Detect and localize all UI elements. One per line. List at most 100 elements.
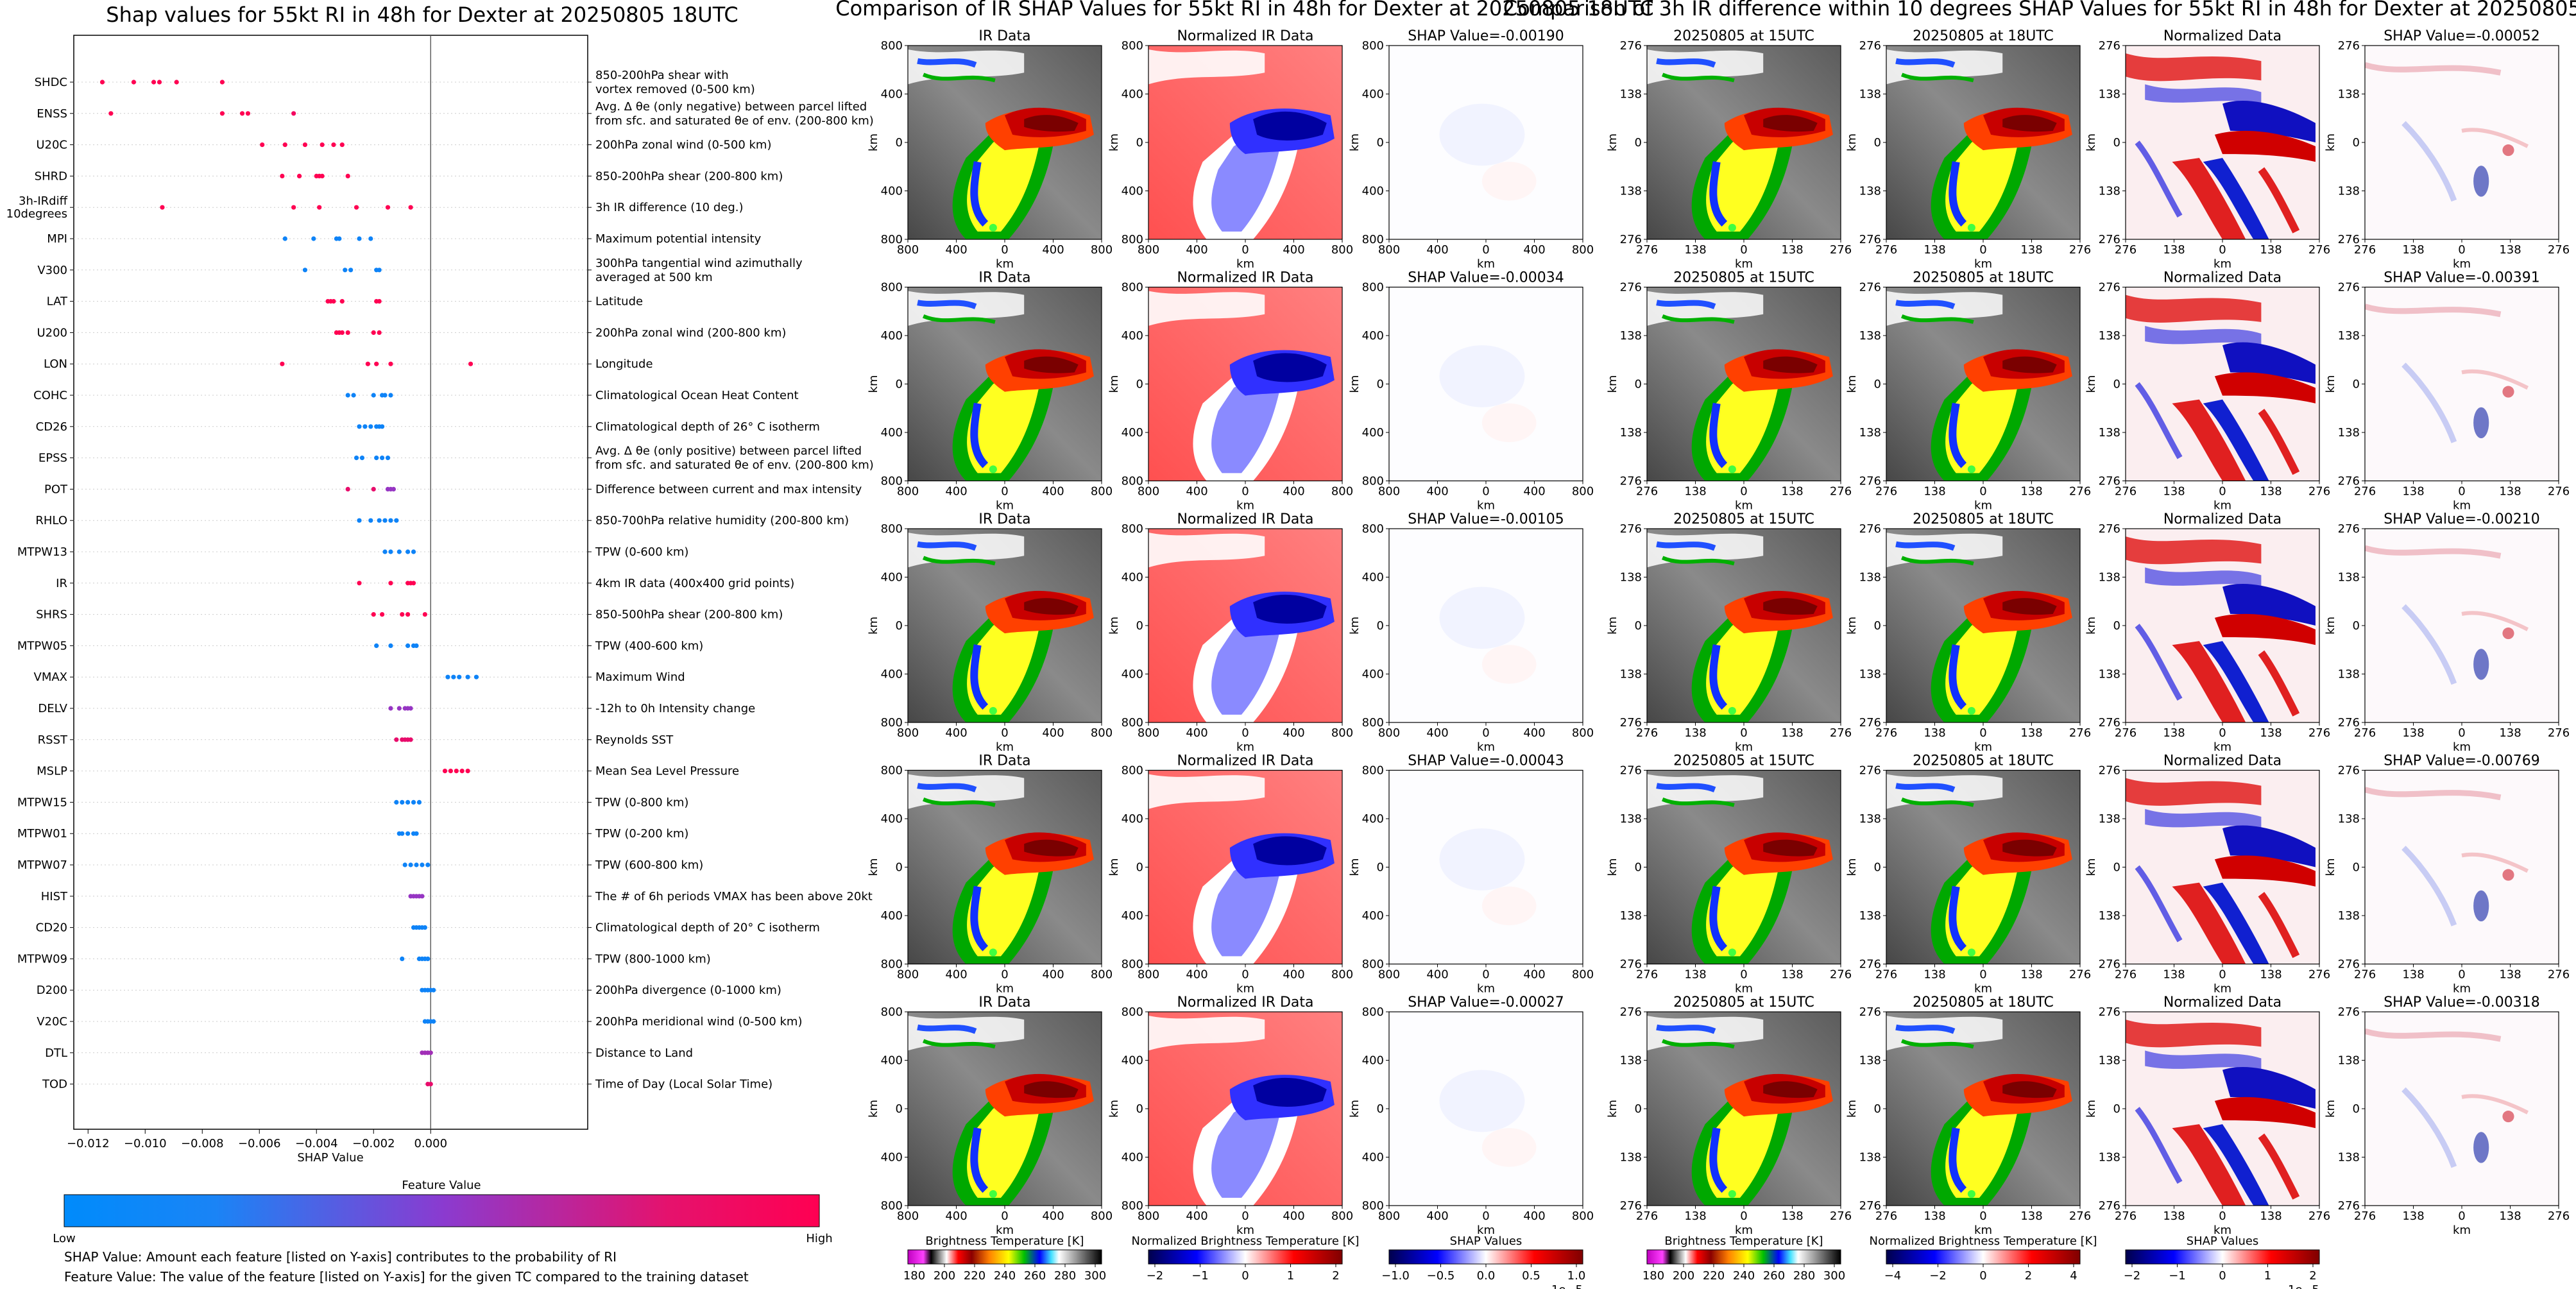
y-tick-label: 276 <box>2338 475 2360 488</box>
y-tick-label: 276 <box>2338 1199 2360 1213</box>
feature-name-label: LAT <box>47 295 68 309</box>
y-tick-label: 400 <box>1362 668 1384 681</box>
panel-title: IR Data <box>978 28 1030 44</box>
y-tick-label: 138 <box>1620 426 1642 440</box>
feature-description-label: 850-200hPa shear (200-800 km) <box>595 169 783 183</box>
feature-description-label: 200hPa zonal wind (200-800 km) <box>595 326 786 339</box>
y-tick-label: 138 <box>1620 571 1642 585</box>
shap-point <box>357 581 362 586</box>
feature-description-label: TPW (800-1000 km) <box>595 952 711 966</box>
shap-point <box>345 393 350 398</box>
x-tick-label: −0.008 <box>181 1137 224 1150</box>
y-axis-label: km <box>867 375 880 393</box>
colorbar-tick-label: 1.0 <box>1567 1269 1586 1283</box>
feature-name-label: MTPW01 <box>17 827 67 841</box>
shap-point <box>385 205 391 210</box>
colorbar-tick-label: 200 <box>934 1269 955 1283</box>
x-tick-label: 138 <box>2402 1209 2424 1223</box>
feature-description-label: Longitude <box>595 357 653 371</box>
x-tick-label: 276 <box>1830 726 1852 740</box>
shap-point <box>174 80 179 85</box>
x-tick-label: 0 <box>2458 726 2465 740</box>
panel-title: IR Data <box>978 270 1030 286</box>
y-tick-label: 276 <box>1859 233 1881 246</box>
y-tick-label: 138 <box>2099 909 2120 923</box>
x-axis-label: km <box>2453 257 2471 271</box>
y-tick-label: 138 <box>1859 571 1881 585</box>
x-tick-label: 276 <box>1875 726 1897 740</box>
shap-point <box>400 956 405 961</box>
feature-name-label: MPI <box>47 232 67 246</box>
y-tick-label: 276 <box>2338 1005 2360 1019</box>
shap-value-title: SHAP Value=-0.00391 <box>2384 270 2540 286</box>
y-tick-label: 800 <box>1122 281 1143 295</box>
x-tick-label: 276 <box>2069 243 2091 257</box>
x-tick-label: 0 <box>2219 485 2226 499</box>
y-tick-label: 0 <box>2113 861 2120 875</box>
y-tick-label: 400 <box>881 185 903 198</box>
x-tick-label: 800 <box>1572 485 1594 499</box>
x-tick-label: 400 <box>1283 726 1304 740</box>
y-tick-label: 276 <box>2099 233 2120 246</box>
y-axis-label: km <box>2085 858 2098 876</box>
y-tick-label: 800 <box>1362 475 1384 488</box>
x-tick-label: 276 <box>1636 485 1658 499</box>
shap-point <box>374 361 379 366</box>
shap-point <box>425 956 431 961</box>
x-tick-label: 138 <box>1923 1209 1945 1223</box>
y-tick-label: 138 <box>2338 185 2360 198</box>
shap-point <box>414 831 419 836</box>
shap-point <box>388 706 393 711</box>
feature-name-label: VMAX <box>34 670 68 684</box>
image-panel <box>1148 1012 1342 1206</box>
shap-point <box>468 361 473 366</box>
image-panel <box>908 529 1102 722</box>
x-tick-label: 0 <box>1001 968 1008 982</box>
shap-point <box>348 268 354 273</box>
feature-value-legend: Feature Value Low High <box>53 1179 832 1245</box>
panel-title: Normalized Data <box>2163 270 2282 286</box>
shap-value-title: SHAP Value=-0.00190 <box>1408 28 1564 44</box>
x-tick-label: 138 <box>1923 485 1945 499</box>
colorbar-tick-label: 0 <box>1241 1269 1249 1283</box>
x-axis-label: km <box>1236 740 1254 754</box>
x-tick-label: 0 <box>1001 485 1008 499</box>
x-tick-label: 138 <box>1684 243 1706 257</box>
y-tick-label: 0 <box>1635 1102 1642 1116</box>
y-tick-label: 276 <box>1859 764 1881 778</box>
y-tick-label: 276 <box>2099 281 2120 295</box>
y-tick-label: 800 <box>1362 958 1384 971</box>
x-tick-label: −0.004 <box>295 1137 338 1150</box>
x-tick-label: 0 <box>1740 968 1747 982</box>
x-tick-label: 138 <box>2020 726 2042 740</box>
feature-description-label: from sfc. and saturated θe of env. (200-… <box>595 114 874 128</box>
x-tick-label: 400 <box>1426 1209 1448 1223</box>
y-tick-label: 800 <box>1122 39 1143 53</box>
x-tick-label: 276 <box>2308 1209 2330 1223</box>
x-tick-label: 138 <box>1684 485 1706 499</box>
shap-point <box>465 769 470 774</box>
shap-point <box>405 643 411 649</box>
feature-name-label: DTL <box>45 1046 67 1060</box>
x-axis-label: km <box>1236 1224 1254 1237</box>
feature-description-label: 200hPa meridional wind (0-500 km) <box>595 1015 802 1029</box>
shap-point <box>357 236 362 241</box>
shap-point <box>422 612 427 617</box>
shap-point <box>320 173 325 178</box>
colorbar-tick-label: −2 <box>1929 1269 1947 1283</box>
x-axis-label: km <box>2213 499 2231 513</box>
x-tick-label: 138 <box>2260 1209 2282 1223</box>
y-tick-label: 276 <box>2338 958 2360 971</box>
feature-description-label: Avg. Δ θe (only negative) between parcel… <box>595 100 867 114</box>
shap-point <box>402 862 407 867</box>
panel-title: 20250805 at 15UTC <box>1673 994 1814 1011</box>
x-tick-label: 276 <box>2308 485 2330 499</box>
colorbar-label: Brightness Temperature [K] <box>925 1234 1084 1248</box>
shap-point <box>388 518 393 523</box>
x-tick-label: 400 <box>1186 726 1207 740</box>
shap-point <box>282 142 287 148</box>
shap-point <box>473 674 479 679</box>
y-tick-label: 138 <box>1859 88 1881 101</box>
feature-description-label: vortex removed (0-500 km) <box>595 83 755 96</box>
